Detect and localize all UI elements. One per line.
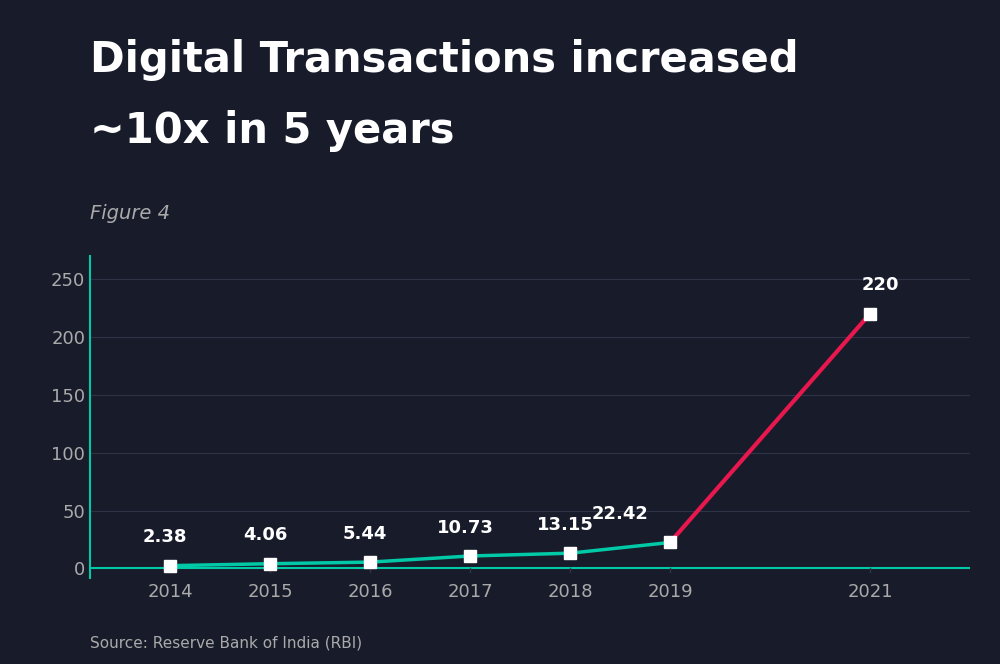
Text: 2.38: 2.38 [143, 529, 187, 546]
Text: 10.73: 10.73 [437, 519, 493, 537]
Text: Source: Reserve Bank of India (RBI): Source: Reserve Bank of India (RBI) [90, 635, 362, 651]
Text: 220: 220 [861, 276, 899, 294]
Text: 5.44: 5.44 [343, 525, 387, 542]
Text: 4.06: 4.06 [243, 527, 287, 544]
Text: Digital Transactions increased: Digital Transactions increased [90, 39, 799, 81]
Text: 22.42: 22.42 [592, 505, 648, 523]
Text: Figure 4: Figure 4 [90, 204, 170, 223]
Text: 13.15: 13.15 [537, 516, 593, 534]
Text: ~10x in 5 years: ~10x in 5 years [90, 110, 454, 151]
